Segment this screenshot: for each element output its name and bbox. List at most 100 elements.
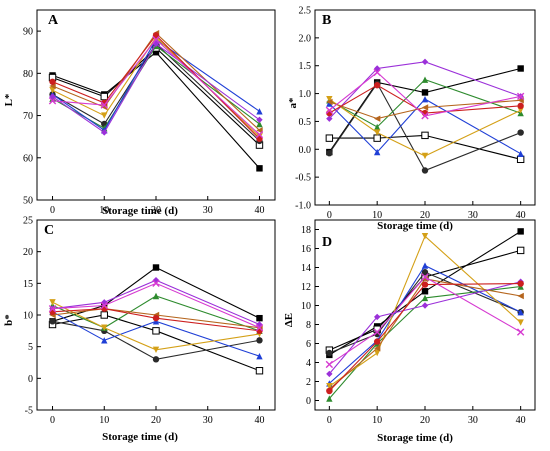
y-tick-label: 70 [23, 111, 33, 122]
y-axis-title: a* [287, 97, 299, 109]
y-tick-label: 2.0 [299, 33, 312, 44]
series-line-8 [328, 61, 521, 119]
y-tick-label: 80 [23, 69, 33, 80]
series-3-point [256, 337, 263, 344]
series-8-point [256, 116, 263, 123]
series-5-point [421, 262, 429, 269]
series-2-point [100, 92, 108, 101]
series-6-point [101, 324, 108, 331]
y-tick-label: 60 [23, 153, 33, 164]
series-5-point [326, 100, 333, 107]
y-tick-label: 0.5 [299, 117, 312, 128]
series-9-point [326, 387, 333, 395]
series-line-5 [328, 264, 521, 384]
series-6-point [49, 299, 56, 306]
series-3-point [326, 349, 333, 357]
series-8-point [421, 58, 429, 66]
series-line-6 [328, 235, 522, 387]
series-9-point [421, 281, 429, 288]
series-3-point [517, 129, 524, 136]
series-10-point [421, 112, 429, 120]
x-tick-label: 0 [327, 415, 332, 426]
series-3-point [49, 318, 56, 325]
y-tick-label: 6 [306, 339, 311, 350]
series-1-point [152, 49, 160, 56]
series-line-2 [52, 314, 260, 372]
series-line-7 [329, 99, 521, 120]
series-line-10 [328, 276, 521, 365]
x-tick-label: 40 [516, 415, 526, 426]
x-axis-title: Storage time (d) [377, 220, 453, 232]
y-axis-title: ΔE [283, 313, 295, 327]
series-3-point [421, 167, 429, 174]
series-7-point [373, 115, 381, 122]
y-tick-label: 0 [28, 374, 33, 385]
series-line-9 [328, 283, 521, 392]
series-10-point [48, 97, 57, 105]
series-line-5 [52, 38, 260, 132]
x-tick-label: 40 [516, 210, 526, 221]
series-10-point [152, 35, 160, 44]
series-line-3 [328, 82, 521, 172]
series-line-7 [52, 308, 260, 329]
series-1-point [421, 89, 429, 96]
y-tick-label: 20 [23, 247, 33, 258]
series-8-point [49, 93, 56, 100]
series-4-point [421, 76, 429, 83]
series-10-point [255, 323, 264, 332]
series-6-point [326, 95, 333, 103]
series-6-point [101, 112, 108, 119]
y-tick-label: -0.5 [295, 173, 311, 184]
series-3-point [152, 356, 160, 363]
series-2-point [100, 311, 108, 319]
series-10-point [325, 360, 334, 369]
series-line-1 [329, 230, 521, 356]
series-4-point [256, 120, 263, 128]
y-tick-label: 2 [306, 377, 311, 388]
series-10-point [373, 68, 381, 77]
x-tick-label: 20 [151, 205, 161, 216]
y-tick-label: 1.5 [299, 61, 312, 72]
series-6-point [421, 152, 429, 160]
panel-d: 0 10 20 30 40 0 2 4 6 8 10 12 14 16 18 Storage time (d)… [283, 219, 536, 444]
plot-frame [314, 219, 536, 411]
series-10-point [325, 106, 334, 114]
y-tick-label: 10 [23, 311, 33, 322]
series-line-1 [52, 266, 260, 322]
series-5-point [373, 148, 381, 156]
panel-letter: A [48, 13, 59, 28]
y-axis-title: b* [3, 314, 15, 326]
series-2-point [516, 246, 525, 255]
series-2-point [421, 131, 429, 140]
series-1-point [517, 65, 524, 72]
series-3-point [373, 330, 381, 338]
y-tick-label: 90 [23, 27, 33, 38]
y-tick-label: 4 [306, 358, 311, 369]
x-tick-label: 20 [151, 415, 161, 426]
series-10-point [373, 328, 381, 336]
series-8-point [101, 129, 108, 136]
series-4-point [421, 294, 429, 302]
panel-a: 0 10 20 30 40 50 60 70 80 90 Storage time (d) L* A [3, 9, 276, 217]
x-tick-label: 10 [99, 415, 109, 426]
y-tick-label: 15 [23, 279, 33, 290]
panel-letter: C [44, 223, 54, 238]
series-10-point [48, 304, 57, 313]
x-axis-title: Storage time (d) [377, 432, 453, 444]
series-2-point [255, 367, 264, 375]
series-10-point [516, 328, 525, 336]
y-tick-label: 10 [301, 301, 311, 312]
series-5-point [256, 352, 263, 360]
y-tick-label: 25 [23, 216, 33, 227]
x-tick-label: 10 [372, 210, 382, 221]
series-line-5 [328, 98, 521, 155]
series-10-point [100, 301, 108, 310]
series-9-point [373, 82, 381, 89]
x-tick-label: 20 [420, 210, 430, 221]
series-5-point [101, 337, 108, 344]
series-9-point [517, 102, 524, 110]
panel-letter: B [322, 13, 331, 28]
series-10-point [255, 130, 264, 139]
series-8-point [152, 276, 160, 284]
